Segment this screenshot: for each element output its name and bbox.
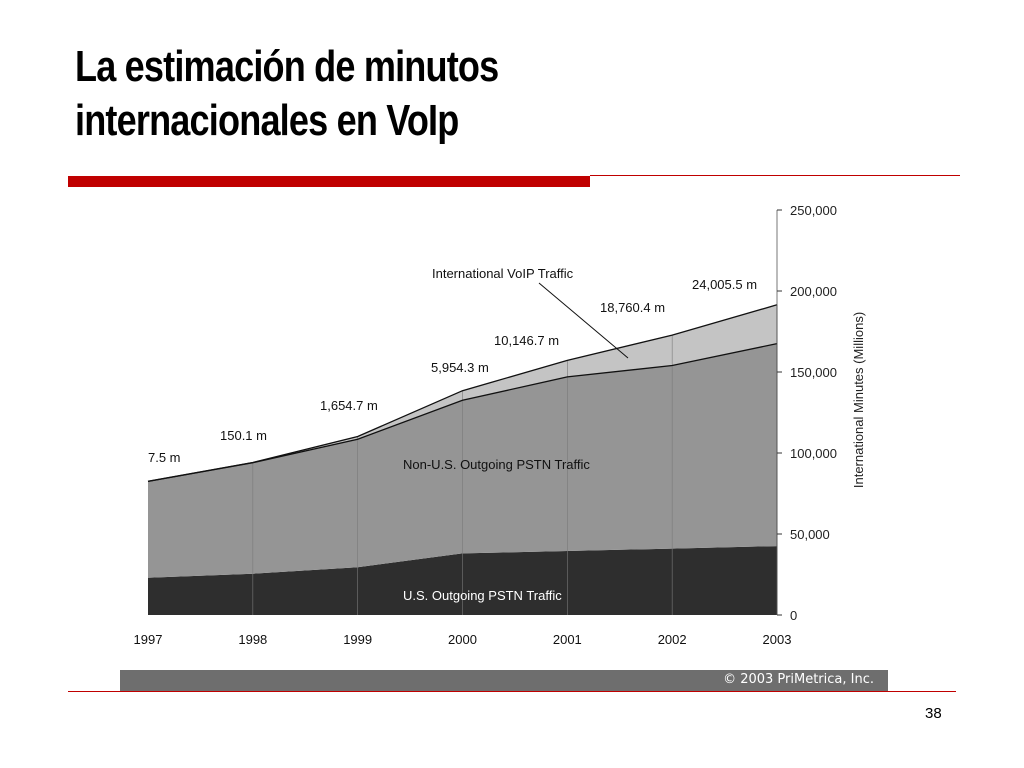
y-tick-label: 50,000: [790, 527, 830, 542]
title-divider-line: [590, 175, 960, 176]
voip-value-label: 10,146.7 m: [494, 333, 559, 348]
series-label-non-us: Non-U.S. Outgoing PSTN Traffic: [403, 457, 590, 472]
x-tick-label: 2001: [553, 632, 582, 647]
y-tick-label: 100,000: [790, 446, 837, 461]
page-number: 38: [925, 705, 942, 722]
voip-value-label: 24,005.5 m: [692, 277, 757, 292]
chart-frame: 0 50,000 100,000 150,000 200,000 250,000 Inter…: [120, 187, 888, 691]
title-line-1: La estimación de minutos: [75, 42, 499, 91]
x-tick-label: 1997: [134, 632, 163, 647]
y-tick-label: 150,000: [790, 365, 837, 380]
x-tick-label: 2002: [658, 632, 687, 647]
voip-value-label: 150.1 m: [220, 428, 267, 443]
x-tick-label: 2000: [448, 632, 477, 647]
series-boundary-3: [147, 304, 778, 482]
voip-value-label: 18,760.4 m: [600, 300, 665, 315]
title-line-2: internacionales en VoIp: [75, 96, 459, 145]
credit-bar: © 2003 PriMetrica, Inc.: [120, 670, 888, 691]
annotations: 7.5 m 150.1 m 1,654.7 m 5,954.3 m 10,146.7 m…: [148, 266, 757, 603]
voip-value-label: 5,954.3 m: [431, 360, 489, 375]
y-axis-label: International Minutes (Millions): [851, 312, 866, 488]
voip-value-label: 7.5 m: [148, 450, 181, 465]
x-tick-label: 1998: [238, 632, 267, 647]
y-tick-label: 200,000: [790, 284, 837, 299]
voip-leader-line: [538, 282, 629, 359]
credit-text: © 2003 PriMetrica, Inc.: [723, 672, 874, 687]
slide-title: La estimación de minutos internacionales…: [75, 40, 499, 148]
y-tick-label: 0: [790, 608, 797, 623]
series-label-voip: International VoIP Traffic: [432, 266, 574, 281]
series-label-us: U.S. Outgoing PSTN Traffic: [403, 588, 562, 603]
voip-value-label: 1,654.7 m: [320, 398, 378, 413]
y-axis: 0 50,000 100,000 150,000 200,000 250,000 Inter…: [776, 203, 866, 623]
area-chart: 0 50,000 100,000 150,000 200,000 250,000 Inter…: [134, 203, 866, 647]
x-tick-label: 2003: [763, 632, 792, 647]
title-accent-bar: [68, 176, 590, 187]
y-tick-label: 250,000: [790, 203, 837, 218]
bottom-divider-line: [68, 691, 956, 692]
x-axis: 1997 1998 1999 2000 2001 2002 2003: [134, 632, 792, 647]
x-tick-label: 1999: [343, 632, 372, 647]
lines-layer: [147, 304, 778, 483]
